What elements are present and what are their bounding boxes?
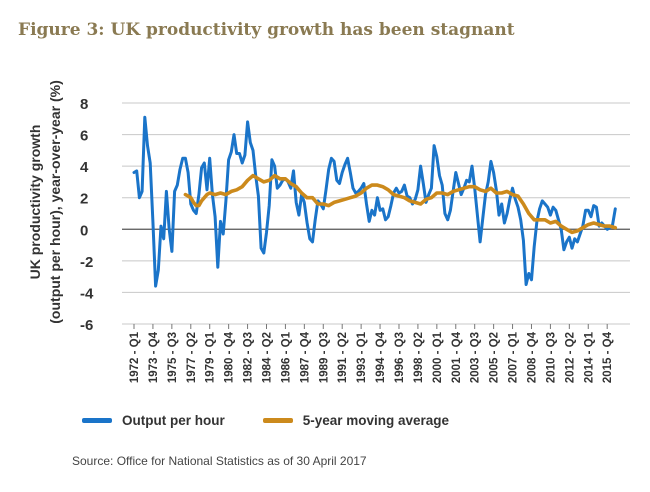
x-tick-label: 1979 - Q1 [205,331,217,383]
x-tick-label: 1972 - Q1 [129,331,141,383]
x-tick-label: 1984 - Q2 [261,332,273,383]
x-ticks: 1972 - Q1 1973 - Q4 1975 - Q3 1977 - Q2 1979… [129,324,614,383]
x-tick-label: 2007 - Q1 [508,331,520,383]
legend-label-output-per-hour: Output per hour [122,413,225,428]
source-note: Source: Office for National Statistics a… [72,454,367,468]
legend-item-moving-average: 5-year moving average [262,413,450,428]
y-tick-label: 8 [80,96,88,113]
legend-label-moving-average: 5-year moving average [302,413,450,428]
y-tick-label: -2 [80,254,93,271]
x-tick-label: 2005 - Q2 [489,332,501,383]
x-tick-label: 1996 - Q3 [394,332,406,383]
y-axis-label-line2: (output per hour), year-over-year (%) [47,80,63,323]
series-line-output-per-hour [132,115,617,288]
x-tick-label: 1975 - Q3 [167,332,179,383]
y-tick-label: 6 [80,128,88,145]
chart-title: Figure 3: UK productivity growth has bee… [18,20,515,40]
y-tick-label: 0 [80,222,88,239]
x-tick-label: 1982 - Q3 [243,332,255,383]
y-tick-label: 2 [80,191,88,208]
x-tick-label: 1980 - Q4 [224,331,236,383]
y-tick-label: -6 [80,317,93,334]
x-tick-label: 1994 - Q4 [375,331,387,383]
y-axis-label-line1: UK productivity growth [27,125,43,280]
x-tick-label: 1973 - Q4 [148,331,160,383]
x-tick-label: 2000 - Q1 [432,331,444,383]
x-tick-label: 1993 - Q1 [356,331,368,383]
x-tick-label: 1989 - Q3 [318,332,330,383]
legend-swatch-output-per-hour [82,418,112,423]
y-tick-label: 4 [80,159,89,176]
series-lines [132,115,618,288]
x-tick-label: 2003 - Q3 [470,332,482,383]
y-tick-labels: 8 6 4 2 0 -2 -4 -6 [80,96,94,334]
x-tick-label: 2014 - Q1 [583,331,595,383]
x-tick-label: 2001 - Q4 [451,331,463,383]
x-tick-label: 2015 - Q4 [602,331,614,383]
x-tick-label: 2012 - Q2 [564,332,576,383]
legend: Output per hour 5-year moving average [82,413,487,428]
x-tick-label: 2010 - Q3 [545,332,557,383]
y-tick-label: -4 [80,285,94,302]
x-tick-label: 1987 - Q4 [299,331,311,383]
x-tick-label: 2008 - Q4 [526,331,538,383]
x-tick-label: 1986 - Q1 [280,331,292,383]
legend-swatch-moving-average [262,418,293,423]
x-tick-label: 1991 - Q2 [337,332,349,383]
legend-item-output-per-hour: Output per hour [82,413,225,428]
series-line-moving-average [183,173,618,235]
x-tick-label: 1998 - Q2 [413,332,425,383]
x-tick-label: 1977 - Q2 [186,332,198,383]
